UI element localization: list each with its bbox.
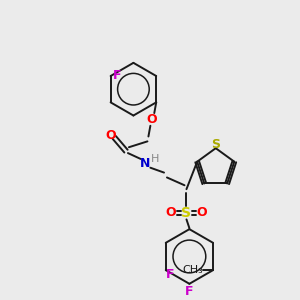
Text: F: F bbox=[167, 268, 175, 281]
Text: F: F bbox=[185, 285, 194, 298]
Text: O: O bbox=[105, 129, 116, 142]
Text: S: S bbox=[211, 138, 220, 151]
Text: O: O bbox=[197, 206, 207, 219]
Text: N: N bbox=[140, 157, 151, 170]
Text: H: H bbox=[151, 154, 159, 164]
Text: O: O bbox=[166, 206, 176, 219]
Text: CH₃: CH₃ bbox=[182, 265, 203, 275]
Text: O: O bbox=[146, 113, 157, 126]
Text: F: F bbox=[113, 68, 122, 82]
Text: S: S bbox=[182, 206, 191, 220]
